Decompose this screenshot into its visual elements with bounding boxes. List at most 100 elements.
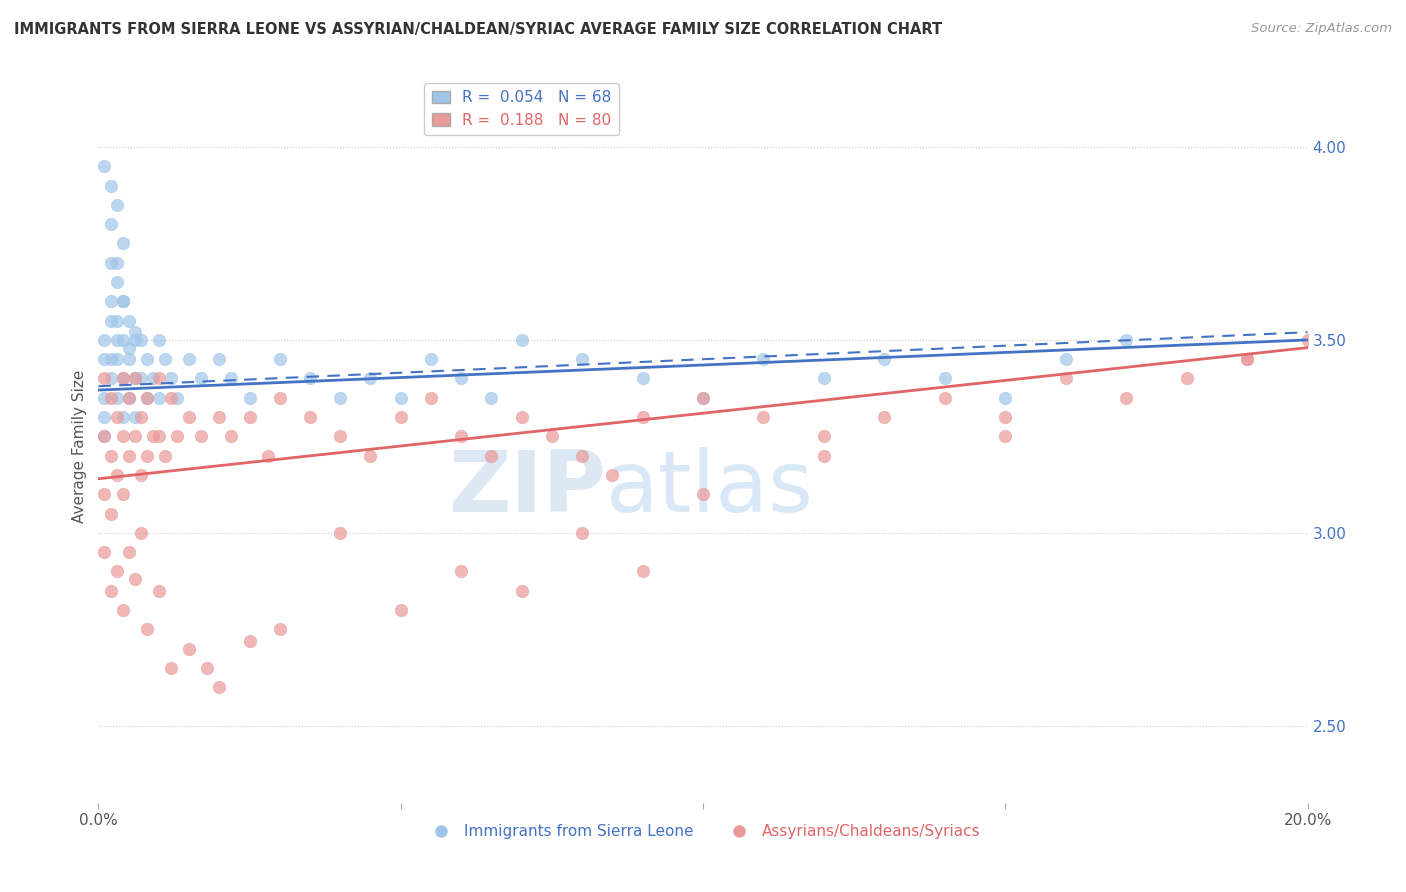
Point bbox=[100, 217, 122, 231]
Point bbox=[1115, 333, 1137, 347]
Point bbox=[100, 371, 122, 385]
Point bbox=[692, 391, 714, 405]
Point bbox=[329, 429, 352, 443]
Point bbox=[111, 487, 134, 501]
Point bbox=[813, 429, 835, 443]
Point bbox=[813, 449, 835, 463]
Point bbox=[124, 410, 146, 425]
Point bbox=[299, 371, 322, 385]
Point bbox=[752, 410, 775, 425]
Point bbox=[752, 352, 775, 367]
Point bbox=[510, 333, 533, 347]
Point bbox=[124, 429, 146, 443]
Point bbox=[93, 371, 115, 385]
Point bbox=[160, 661, 183, 675]
Point bbox=[1054, 371, 1077, 385]
Point bbox=[269, 622, 291, 636]
Point bbox=[420, 352, 443, 367]
Point bbox=[118, 391, 141, 405]
Point bbox=[1236, 352, 1258, 367]
Point bbox=[111, 371, 134, 385]
Point bbox=[510, 583, 533, 598]
Point bbox=[135, 352, 157, 367]
Point bbox=[135, 622, 157, 636]
Point bbox=[692, 487, 714, 501]
Point bbox=[135, 391, 157, 405]
Point bbox=[111, 333, 134, 347]
Text: ZIP: ZIP bbox=[449, 447, 606, 531]
Point bbox=[93, 410, 115, 425]
Point bbox=[105, 333, 128, 347]
Point bbox=[142, 371, 165, 385]
Point bbox=[105, 275, 128, 289]
Legend: Immigrants from Sierra Leone, Assyrians/Chaldeans/Syriacs: Immigrants from Sierra Leone, Assyrians/… bbox=[419, 818, 987, 845]
Point bbox=[100, 583, 122, 598]
Point bbox=[105, 467, 128, 482]
Point bbox=[118, 391, 141, 405]
Point bbox=[179, 410, 201, 425]
Point bbox=[111, 371, 134, 385]
Point bbox=[118, 449, 141, 463]
Point bbox=[160, 371, 183, 385]
Point bbox=[190, 371, 212, 385]
Point bbox=[195, 661, 218, 675]
Point bbox=[692, 391, 714, 405]
Point bbox=[631, 565, 654, 579]
Point bbox=[105, 198, 128, 212]
Point bbox=[111, 294, 134, 309]
Point bbox=[631, 371, 654, 385]
Y-axis label: Average Family Size: Average Family Size bbox=[72, 369, 87, 523]
Point bbox=[571, 449, 593, 463]
Point bbox=[100, 391, 122, 405]
Point bbox=[571, 352, 593, 367]
Point bbox=[389, 391, 412, 405]
Text: Source: ZipAtlas.com: Source: ZipAtlas.com bbox=[1251, 22, 1392, 36]
Point bbox=[450, 565, 472, 579]
Point bbox=[148, 333, 170, 347]
Point bbox=[129, 410, 152, 425]
Point bbox=[124, 333, 146, 347]
Point bbox=[208, 680, 231, 694]
Point bbox=[631, 410, 654, 425]
Point bbox=[481, 391, 503, 405]
Point bbox=[105, 313, 128, 327]
Point bbox=[934, 391, 956, 405]
Point bbox=[1054, 352, 1077, 367]
Point bbox=[135, 391, 157, 405]
Point bbox=[208, 410, 231, 425]
Point bbox=[100, 352, 122, 367]
Point bbox=[329, 525, 352, 540]
Point bbox=[118, 352, 141, 367]
Point bbox=[93, 352, 115, 367]
Point bbox=[93, 333, 115, 347]
Point bbox=[148, 583, 170, 598]
Point bbox=[129, 371, 152, 385]
Point bbox=[166, 429, 188, 443]
Point bbox=[105, 352, 128, 367]
Point bbox=[153, 449, 176, 463]
Point bbox=[602, 467, 624, 482]
Point bbox=[481, 449, 503, 463]
Point bbox=[100, 313, 122, 327]
Point bbox=[360, 371, 382, 385]
Point bbox=[153, 352, 176, 367]
Text: IMMIGRANTS FROM SIERRA LEONE VS ASSYRIAN/CHALDEAN/SYRIAC AVERAGE FAMILY SIZE COR: IMMIGRANTS FROM SIERRA LEONE VS ASSYRIAN… bbox=[14, 22, 942, 37]
Point bbox=[994, 410, 1017, 425]
Point bbox=[100, 256, 122, 270]
Point bbox=[124, 371, 146, 385]
Point bbox=[179, 352, 201, 367]
Point bbox=[510, 410, 533, 425]
Point bbox=[118, 545, 141, 559]
Point bbox=[93, 487, 115, 501]
Point bbox=[269, 391, 291, 405]
Point bbox=[100, 507, 122, 521]
Point bbox=[93, 391, 115, 405]
Point bbox=[239, 410, 262, 425]
Point bbox=[148, 391, 170, 405]
Point bbox=[813, 371, 835, 385]
Point bbox=[994, 429, 1017, 443]
Point bbox=[100, 178, 122, 193]
Point bbox=[124, 572, 146, 586]
Point bbox=[269, 352, 291, 367]
Point bbox=[389, 410, 412, 425]
